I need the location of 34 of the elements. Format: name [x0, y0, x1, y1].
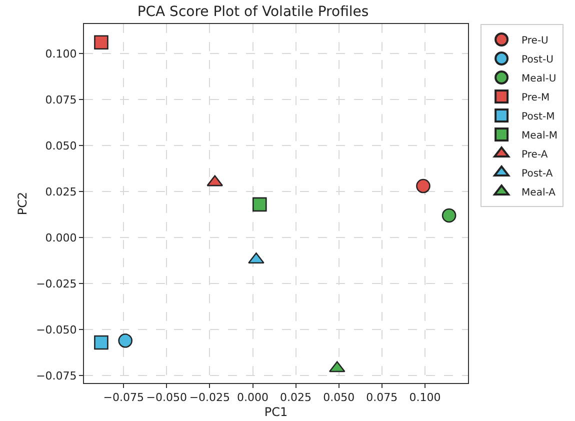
point — [94, 335, 108, 350]
point — [94, 35, 108, 50]
x-tick-label: 0.050 — [323, 391, 355, 404]
y-tick-label: −0.050 — [36, 323, 77, 336]
y-tick-label: −0.075 — [36, 369, 77, 382]
point — [118, 334, 132, 348]
legend-label: Pre-U — [522, 35, 548, 46]
x-tick-label: 0.025 — [280, 391, 312, 404]
chart-title: PCA Score Plot of Volatile Profiles — [137, 4, 369, 20]
x-tick-label: 0.000 — [237, 391, 268, 404]
point — [252, 197, 267, 212]
x-tick-label: −0.050 — [146, 391, 188, 404]
point — [416, 178, 430, 194]
legend-label: Post-A — [522, 168, 553, 180]
legend-label: Post-U — [522, 54, 554, 66]
x-axis-title: PC1 — [264, 405, 288, 420]
x-tick-label: 0.075 — [366, 391, 398, 404]
x-tick-label: −0.075 — [103, 391, 144, 404]
x-tick-label: 0.100 — [409, 391, 441, 404]
y-tick-label: 0.000 — [45, 231, 77, 244]
legend-label: Pre-M — [522, 92, 550, 104]
y-axis-title: PC2 — [15, 192, 30, 216]
y-tick-label: 0.025 — [45, 185, 77, 198]
point — [442, 208, 456, 223]
legend-label: Meal-M — [522, 130, 558, 142]
legend-label: Post-M — [522, 111, 555, 122]
x-tick-label: −0.025 — [189, 391, 230, 404]
y-tick-label: 0.100 — [45, 47, 77, 60]
legend-label: Meal-A — [522, 187, 556, 198]
legend-label: Pre-A — [522, 149, 548, 160]
y-tick-label: −0.025 — [36, 277, 77, 290]
legend-label: Meal-U — [522, 73, 556, 84]
y-tick-label: 0.050 — [45, 139, 77, 152]
y-tick-label: 0.075 — [45, 93, 77, 106]
